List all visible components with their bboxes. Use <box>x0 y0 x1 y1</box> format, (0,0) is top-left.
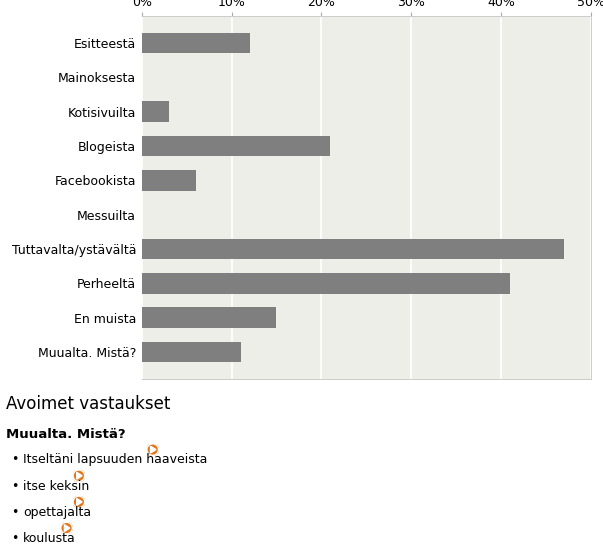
Bar <box>142 273 510 294</box>
Circle shape <box>147 444 159 456</box>
Bar <box>142 136 330 156</box>
Text: Itseltäni lapsuuden haaveista: Itseltäni lapsuuden haaveista <box>23 453 207 467</box>
Bar <box>142 307 276 328</box>
Circle shape <box>61 522 72 534</box>
Circle shape <box>73 496 84 508</box>
Bar <box>142 33 250 53</box>
Text: itse keksin: itse keksin <box>23 480 89 493</box>
Polygon shape <box>77 473 82 479</box>
Text: •: • <box>11 453 18 467</box>
Text: •: • <box>11 532 18 545</box>
Polygon shape <box>65 525 70 531</box>
Text: Muualta. Mistä?: Muualta. Mistä? <box>6 428 125 441</box>
Polygon shape <box>77 499 82 505</box>
Text: koulusta: koulusta <box>23 532 75 545</box>
Polygon shape <box>151 446 156 453</box>
Text: •: • <box>11 506 18 519</box>
Circle shape <box>73 470 84 482</box>
Text: opettajalta: opettajalta <box>23 506 91 519</box>
Bar <box>142 101 169 122</box>
Text: Avoimet vastaukset: Avoimet vastaukset <box>6 395 171 413</box>
Bar <box>142 239 564 259</box>
Text: •: • <box>11 480 18 493</box>
Bar <box>142 342 241 362</box>
Bar <box>142 170 195 191</box>
